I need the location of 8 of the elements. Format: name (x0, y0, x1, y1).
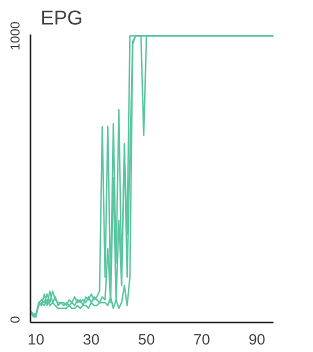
x-tick-label: 90 (248, 332, 266, 348)
y-tick-label: 0 (8, 316, 22, 324)
x-tick-label: 50 (138, 332, 155, 348)
chart-title: EPG (40, 8, 83, 30)
x-tick-label: 30 (82, 332, 100, 348)
x-tick-label: 70 (193, 332, 210, 348)
y-tick-label: 1000 (8, 21, 22, 50)
x-tick-label: 10 (28, 332, 44, 348)
